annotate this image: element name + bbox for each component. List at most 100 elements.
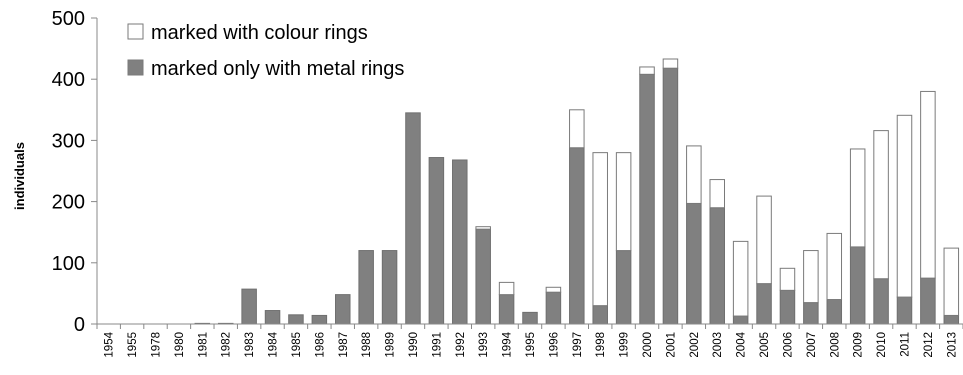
bar-metal-rings <box>943 314 960 325</box>
x-tick-label: 1995 <box>525 332 537 358</box>
y-tick-label: 400 <box>52 69 85 91</box>
bar-colour-rings <box>709 179 725 209</box>
bar-metal-rings <box>639 73 655 325</box>
x-tick-label: 2010 <box>876 332 888 358</box>
x-tick-label: 1980 <box>174 332 186 358</box>
bar-metal-rings <box>241 288 257 325</box>
bar-colour-rings <box>779 267 796 291</box>
x-tick-label: 2011 <box>899 332 911 357</box>
bar-metal-rings <box>545 291 562 325</box>
x-tick-label: 2007 <box>806 332 818 358</box>
bar-colour-rings <box>498 281 515 296</box>
x-tick-label: 1955 <box>127 332 139 358</box>
bar-metal-rings <box>732 315 749 325</box>
x-tick-label: 2012 <box>923 332 935 358</box>
x-tick-label: 1993 <box>478 332 490 358</box>
bar-metal-rings <box>896 296 913 325</box>
bar-metal-rings <box>756 283 772 325</box>
bar-metal-rings <box>920 277 936 325</box>
x-tick-label: 1996 <box>548 332 560 358</box>
x-tick-label: 2008 <box>829 332 841 358</box>
x-tick-label: 1999 <box>619 332 631 358</box>
legend-label: marked with colour rings <box>151 22 368 44</box>
x-tick-label: 1992 <box>455 332 467 358</box>
bar-metal-rings <box>428 157 445 325</box>
bar-colour-rings <box>732 240 749 317</box>
x-tick-label: 1985 <box>291 332 303 358</box>
bar-colour-rings <box>873 130 889 280</box>
y-tick-label: 0 <box>74 314 85 336</box>
bar-metal-rings <box>803 302 819 325</box>
bar-colour-rings <box>943 247 960 316</box>
bar-metal-rings <box>592 305 608 325</box>
y-tick-label: 100 <box>52 253 85 275</box>
bar-metal-rings <box>826 299 843 325</box>
bar-colour-rings <box>686 145 702 204</box>
x-tick-label: 2013 <box>946 332 958 358</box>
x-tick-label: 1981 <box>197 332 209 358</box>
bars <box>194 58 960 325</box>
x-tick-label: 2000 <box>642 332 654 358</box>
x-tick-label: 2005 <box>759 332 771 358</box>
x-tick-label: 1954 <box>104 331 116 357</box>
bar-colour-rings <box>615 152 632 252</box>
x-axis: 1954 1955 1978 1980 1981 1982 1983 1984 1985 1986… <box>96 323 963 358</box>
bar-metal-rings <box>381 250 398 325</box>
bar-metal-rings <box>358 250 374 325</box>
legend: marked with colour rings marked only with… <box>127 22 404 80</box>
bar-metal-rings <box>873 278 889 325</box>
bar-colour-rings <box>826 232 843 301</box>
x-tick-label: 1982 <box>221 332 233 358</box>
bar-metal-rings <box>335 294 351 325</box>
legend-label: marked only with metal rings <box>151 58 404 80</box>
bar-metal-rings <box>452 159 468 325</box>
x-tick-label: 1989 <box>385 332 397 358</box>
bar-metal-rings <box>475 228 491 325</box>
x-tick-label: 1988 <box>361 332 373 358</box>
x-tick-label: 1986 <box>314 332 326 358</box>
y-axis: 0 100 200 300 400 500 <box>52 8 98 336</box>
bar-metal-rings <box>615 250 632 325</box>
bar-colour-rings <box>569 109 585 149</box>
bar-colour-rings <box>639 66 655 75</box>
x-tick-label: 2006 <box>782 332 794 358</box>
x-tick-label: 1978 <box>151 332 163 358</box>
x-tick-label: 2004 <box>736 331 748 357</box>
bar-colour-rings <box>662 58 679 69</box>
legend-swatch <box>127 23 144 40</box>
bar-metal-rings <box>522 311 538 325</box>
y-tick-label: 500 <box>52 8 85 30</box>
bar-metal-rings <box>264 310 281 325</box>
x-tick-label: 1998 <box>595 332 607 358</box>
bar-metal-rings <box>569 147 585 325</box>
x-tick-label: 1987 <box>338 332 350 358</box>
bar-metal-rings <box>709 207 725 325</box>
bar-colour-rings <box>849 148 866 248</box>
x-tick-label: 2003 <box>712 332 724 358</box>
bar-metal-rings <box>405 112 421 325</box>
bar-colour-rings <box>803 250 819 304</box>
y-tick-label: 300 <box>52 130 85 152</box>
bar-colour-rings <box>920 90 936 279</box>
bar-metal-rings <box>288 314 304 325</box>
x-tick-label: 1990 <box>408 332 420 358</box>
bar-colour-rings <box>545 286 562 293</box>
y-tick-label: 200 <box>52 192 85 214</box>
legend-swatch <box>127 59 144 76</box>
bar-colour-rings <box>896 114 913 298</box>
bar-metal-rings <box>311 314 328 325</box>
x-tick-label: 1994 <box>502 331 514 357</box>
x-tick-label: 2009 <box>853 332 865 358</box>
bar-metal-rings <box>498 294 515 325</box>
bar-metal-rings <box>849 246 866 325</box>
bar-colour-rings <box>756 195 772 285</box>
bar-metal-rings <box>779 289 796 325</box>
bar-colour-rings <box>475 226 491 230</box>
y-axis-label: individuals <box>12 142 27 210</box>
x-tick-label: 2001 <box>665 332 677 358</box>
x-tick-label: 2002 <box>689 332 701 358</box>
bar-metal-rings <box>662 67 679 325</box>
bar-colour-rings <box>592 152 608 307</box>
x-tick-label: 1984 <box>268 331 280 357</box>
